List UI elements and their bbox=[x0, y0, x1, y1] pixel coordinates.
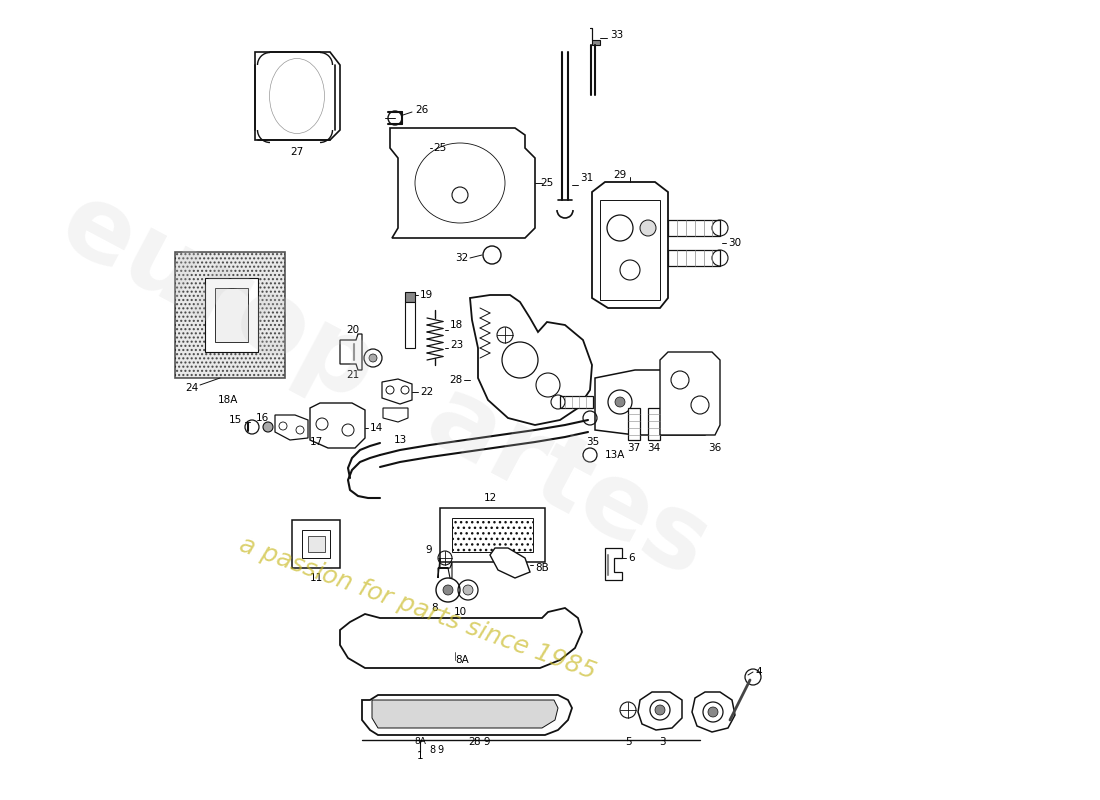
Polygon shape bbox=[440, 508, 544, 562]
Text: europ  artes: europ artes bbox=[44, 170, 726, 598]
Text: 31: 31 bbox=[580, 173, 593, 183]
Text: 5: 5 bbox=[625, 737, 631, 747]
Text: 23: 23 bbox=[450, 340, 463, 350]
Polygon shape bbox=[405, 292, 415, 302]
Polygon shape bbox=[308, 536, 324, 552]
Polygon shape bbox=[438, 558, 452, 578]
Text: 28: 28 bbox=[449, 375, 462, 385]
Text: 36: 36 bbox=[708, 443, 722, 453]
Polygon shape bbox=[605, 548, 621, 580]
Polygon shape bbox=[490, 548, 530, 578]
Circle shape bbox=[640, 220, 656, 236]
Circle shape bbox=[463, 585, 473, 595]
Polygon shape bbox=[275, 415, 308, 440]
Polygon shape bbox=[383, 408, 408, 422]
Text: 25: 25 bbox=[433, 143, 447, 153]
Text: 19: 19 bbox=[420, 290, 433, 300]
Polygon shape bbox=[255, 52, 340, 140]
Polygon shape bbox=[292, 520, 340, 568]
Polygon shape bbox=[372, 700, 558, 728]
Text: 9: 9 bbox=[437, 745, 443, 755]
Text: 13A: 13A bbox=[605, 450, 626, 460]
Text: 8B: 8B bbox=[535, 563, 549, 573]
Text: 33: 33 bbox=[610, 30, 624, 40]
Text: 24: 24 bbox=[185, 383, 198, 393]
Circle shape bbox=[708, 707, 718, 717]
Circle shape bbox=[263, 422, 273, 432]
Text: 22: 22 bbox=[420, 387, 433, 397]
Text: 37: 37 bbox=[627, 443, 640, 453]
Text: 6: 6 bbox=[628, 553, 635, 563]
Text: 16: 16 bbox=[255, 413, 268, 423]
Text: 26: 26 bbox=[415, 105, 428, 115]
Text: 15: 15 bbox=[229, 415, 242, 425]
Circle shape bbox=[654, 705, 666, 715]
Text: 2: 2 bbox=[469, 737, 475, 747]
Text: 32: 32 bbox=[454, 253, 467, 263]
Text: 9: 9 bbox=[426, 545, 432, 555]
Circle shape bbox=[368, 354, 377, 362]
Text: 25: 25 bbox=[540, 178, 553, 188]
Polygon shape bbox=[560, 396, 593, 408]
Text: 17: 17 bbox=[310, 437, 323, 447]
Circle shape bbox=[615, 397, 625, 407]
Text: 8: 8 bbox=[431, 603, 438, 613]
Text: 13: 13 bbox=[394, 435, 407, 445]
Polygon shape bbox=[660, 352, 720, 435]
Text: 18: 18 bbox=[450, 320, 463, 330]
Polygon shape bbox=[175, 252, 285, 378]
Text: 20: 20 bbox=[346, 325, 360, 335]
Polygon shape bbox=[390, 128, 535, 238]
Circle shape bbox=[683, 397, 693, 407]
Polygon shape bbox=[362, 618, 572, 652]
Text: 35: 35 bbox=[586, 437, 600, 447]
Polygon shape bbox=[692, 692, 735, 732]
Polygon shape bbox=[590, 28, 600, 45]
Circle shape bbox=[415, 143, 425, 153]
Text: 12: 12 bbox=[483, 493, 496, 503]
Polygon shape bbox=[340, 334, 362, 370]
Text: 8 9: 8 9 bbox=[474, 737, 491, 747]
Text: 11: 11 bbox=[309, 573, 322, 583]
Polygon shape bbox=[310, 403, 365, 448]
Polygon shape bbox=[362, 695, 572, 735]
Circle shape bbox=[443, 585, 453, 595]
Polygon shape bbox=[382, 379, 412, 404]
Polygon shape bbox=[340, 608, 582, 668]
Text: 3: 3 bbox=[659, 737, 666, 747]
Text: 10: 10 bbox=[453, 607, 466, 617]
Text: 4: 4 bbox=[755, 667, 761, 677]
Text: 18A: 18A bbox=[218, 395, 239, 405]
Polygon shape bbox=[668, 250, 720, 266]
Polygon shape bbox=[470, 295, 592, 425]
Text: 8: 8 bbox=[429, 745, 436, 755]
Polygon shape bbox=[214, 288, 248, 342]
Text: 8A: 8A bbox=[455, 655, 469, 665]
Circle shape bbox=[410, 138, 430, 158]
Text: 21: 21 bbox=[346, 370, 360, 380]
Polygon shape bbox=[205, 278, 258, 352]
Text: 14: 14 bbox=[370, 423, 383, 433]
Text: a passion for parts since 1985: a passion for parts since 1985 bbox=[236, 532, 600, 684]
Polygon shape bbox=[595, 370, 718, 435]
Text: 8A: 8A bbox=[414, 738, 426, 746]
Text: 29: 29 bbox=[614, 170, 627, 180]
Polygon shape bbox=[638, 692, 682, 730]
Polygon shape bbox=[648, 408, 660, 440]
Polygon shape bbox=[592, 182, 668, 308]
Text: 27: 27 bbox=[290, 147, 304, 157]
Text: 1: 1 bbox=[417, 751, 424, 761]
Text: 30: 30 bbox=[728, 238, 741, 248]
Text: 34: 34 bbox=[648, 443, 661, 453]
Polygon shape bbox=[405, 302, 415, 348]
Polygon shape bbox=[628, 408, 640, 440]
Polygon shape bbox=[668, 220, 720, 236]
